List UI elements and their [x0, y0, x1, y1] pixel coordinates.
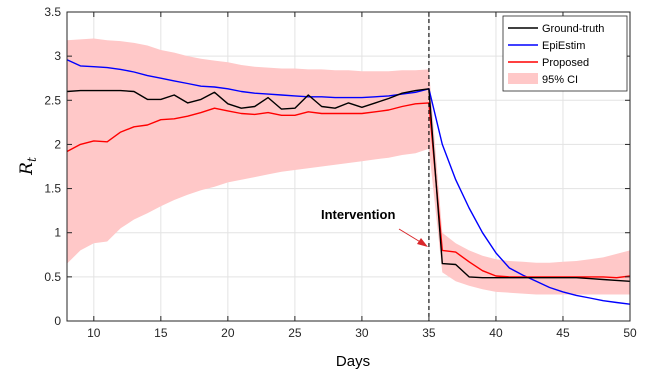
confidence-band-layer: [67, 38, 630, 295]
x-tick-label: 15: [154, 326, 168, 340]
series-line-ground-truth: [66, 88, 631, 282]
y-tick-label: 3.5: [44, 5, 61, 19]
y-axis-title: Rt: [17, 157, 39, 176]
x-tick-label: 25: [288, 326, 302, 340]
y-tick-label: 0: [54, 314, 61, 328]
x-tick-label: 10: [87, 326, 101, 340]
legend-label-epiestim: EpiEstim: [542, 40, 585, 52]
legend-swatch-ci: [508, 73, 538, 84]
legend-label-ground-truth: Ground-truth: [542, 23, 604, 35]
y-tick-label: 2: [54, 137, 61, 151]
y-axis-title-subscript: t: [25, 157, 39, 162]
legend: Ground-truth EpiEstim Proposed 95% CI: [502, 15, 628, 92]
x-tick-label: 35: [422, 326, 436, 340]
x-tick-label: 40: [489, 326, 503, 340]
intervention-arrow-shaft: [398, 228, 423, 244]
y-tick-label: 1: [54, 226, 61, 240]
legend-label-proposed: Proposed: [542, 57, 589, 69]
series-line-proposed: [66, 102, 631, 279]
axis-ticks: 10 15 20 25 30 35 40 45 50 0 0.5 1 1.5 2 2.5 3 3.5: [44, 5, 637, 340]
y-tick-label: 1.5: [44, 182, 61, 196]
x-tick-label: 30: [355, 326, 369, 340]
x-tick-label: 20: [221, 326, 235, 340]
series-layer: [66, 59, 631, 305]
intervention-label: Intervention: [321, 207, 395, 222]
y-axis-title-base: R: [17, 162, 37, 176]
x-axis-title: Days: [336, 353, 370, 370]
y-tick-label: 0.5: [44, 270, 61, 284]
series-line-epiestim: [66, 59, 631, 305]
intervention-annotation: Intervention: [321, 207, 428, 247]
y-tick-label: 3: [54, 49, 61, 63]
plot-area-frame: [66, 11, 631, 322]
ci-band: [67, 38, 630, 295]
y-tick-label: 2.5: [44, 93, 61, 107]
x-tick-label: 45: [556, 326, 570, 340]
x-tick-label: 50: [623, 326, 637, 340]
intervention-arrow-head: [417, 238, 428, 247]
legend-label-ci: 95% CI: [542, 74, 578, 86]
